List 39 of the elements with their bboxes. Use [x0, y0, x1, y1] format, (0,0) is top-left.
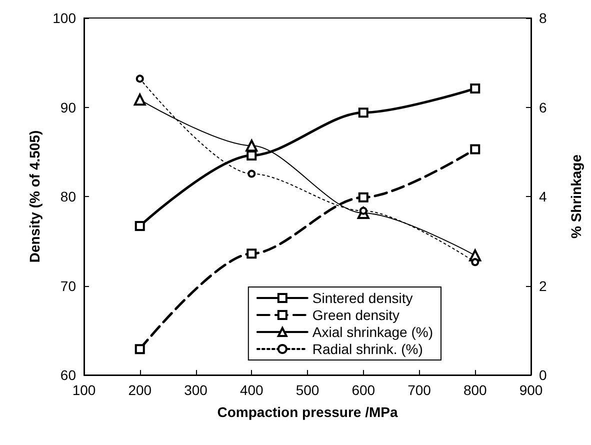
y2-tick-label: 4: [539, 188, 547, 204]
y-tick-label: 100: [52, 10, 76, 26]
y-axis-title: Density (% of 4.505): [26, 130, 43, 263]
point: [134, 220, 145, 231]
y-tick-label: 80: [60, 188, 76, 204]
x-tick-label: 800: [463, 382, 488, 398]
point: [358, 192, 368, 202]
point: [134, 94, 146, 106]
y-tick-label: 90: [60, 99, 76, 116]
point: [246, 150, 257, 160]
point: [471, 258, 480, 266]
y2-tick-label: 2: [539, 278, 547, 294]
x-tick-label: 400: [240, 382, 264, 398]
y2-tick-label: 8: [539, 10, 547, 26]
x-tick-label: 700: [408, 382, 432, 398]
point: [136, 74, 144, 83]
point: [470, 144, 480, 154]
point: [358, 108, 368, 118]
legend-label: Radial shrink. (%): [312, 341, 423, 357]
point: [248, 170, 256, 178]
y2-tick-label: 0: [539, 367, 547, 383]
legend-label: Sintered density: [312, 290, 413, 306]
x-tick-label: 900: [519, 382, 543, 398]
point: [470, 84, 480, 94]
x-tick-label: 600: [352, 382, 376, 398]
y2-axis-title: % Shrinkage: [568, 154, 584, 239]
point: [134, 344, 145, 354]
legend-label: Axial shrinkage (%): [312, 324, 434, 340]
y2-tick-label: 6: [539, 99, 547, 116]
point: [246, 140, 258, 152]
x-axis-title: Compaction pressure /MPa: [217, 404, 398, 420]
y-tick-label: 60: [60, 367, 76, 383]
x-tick-label: 300: [184, 382, 208, 398]
x-tick-label: 100: [72, 382, 96, 398]
x-tick-label: 500: [296, 382, 320, 398]
y-tick-label: 70: [60, 278, 76, 294]
legend-label: Green density: [312, 307, 400, 323]
point: [246, 248, 257, 259]
x-tick-label: 200: [128, 382, 152, 398]
